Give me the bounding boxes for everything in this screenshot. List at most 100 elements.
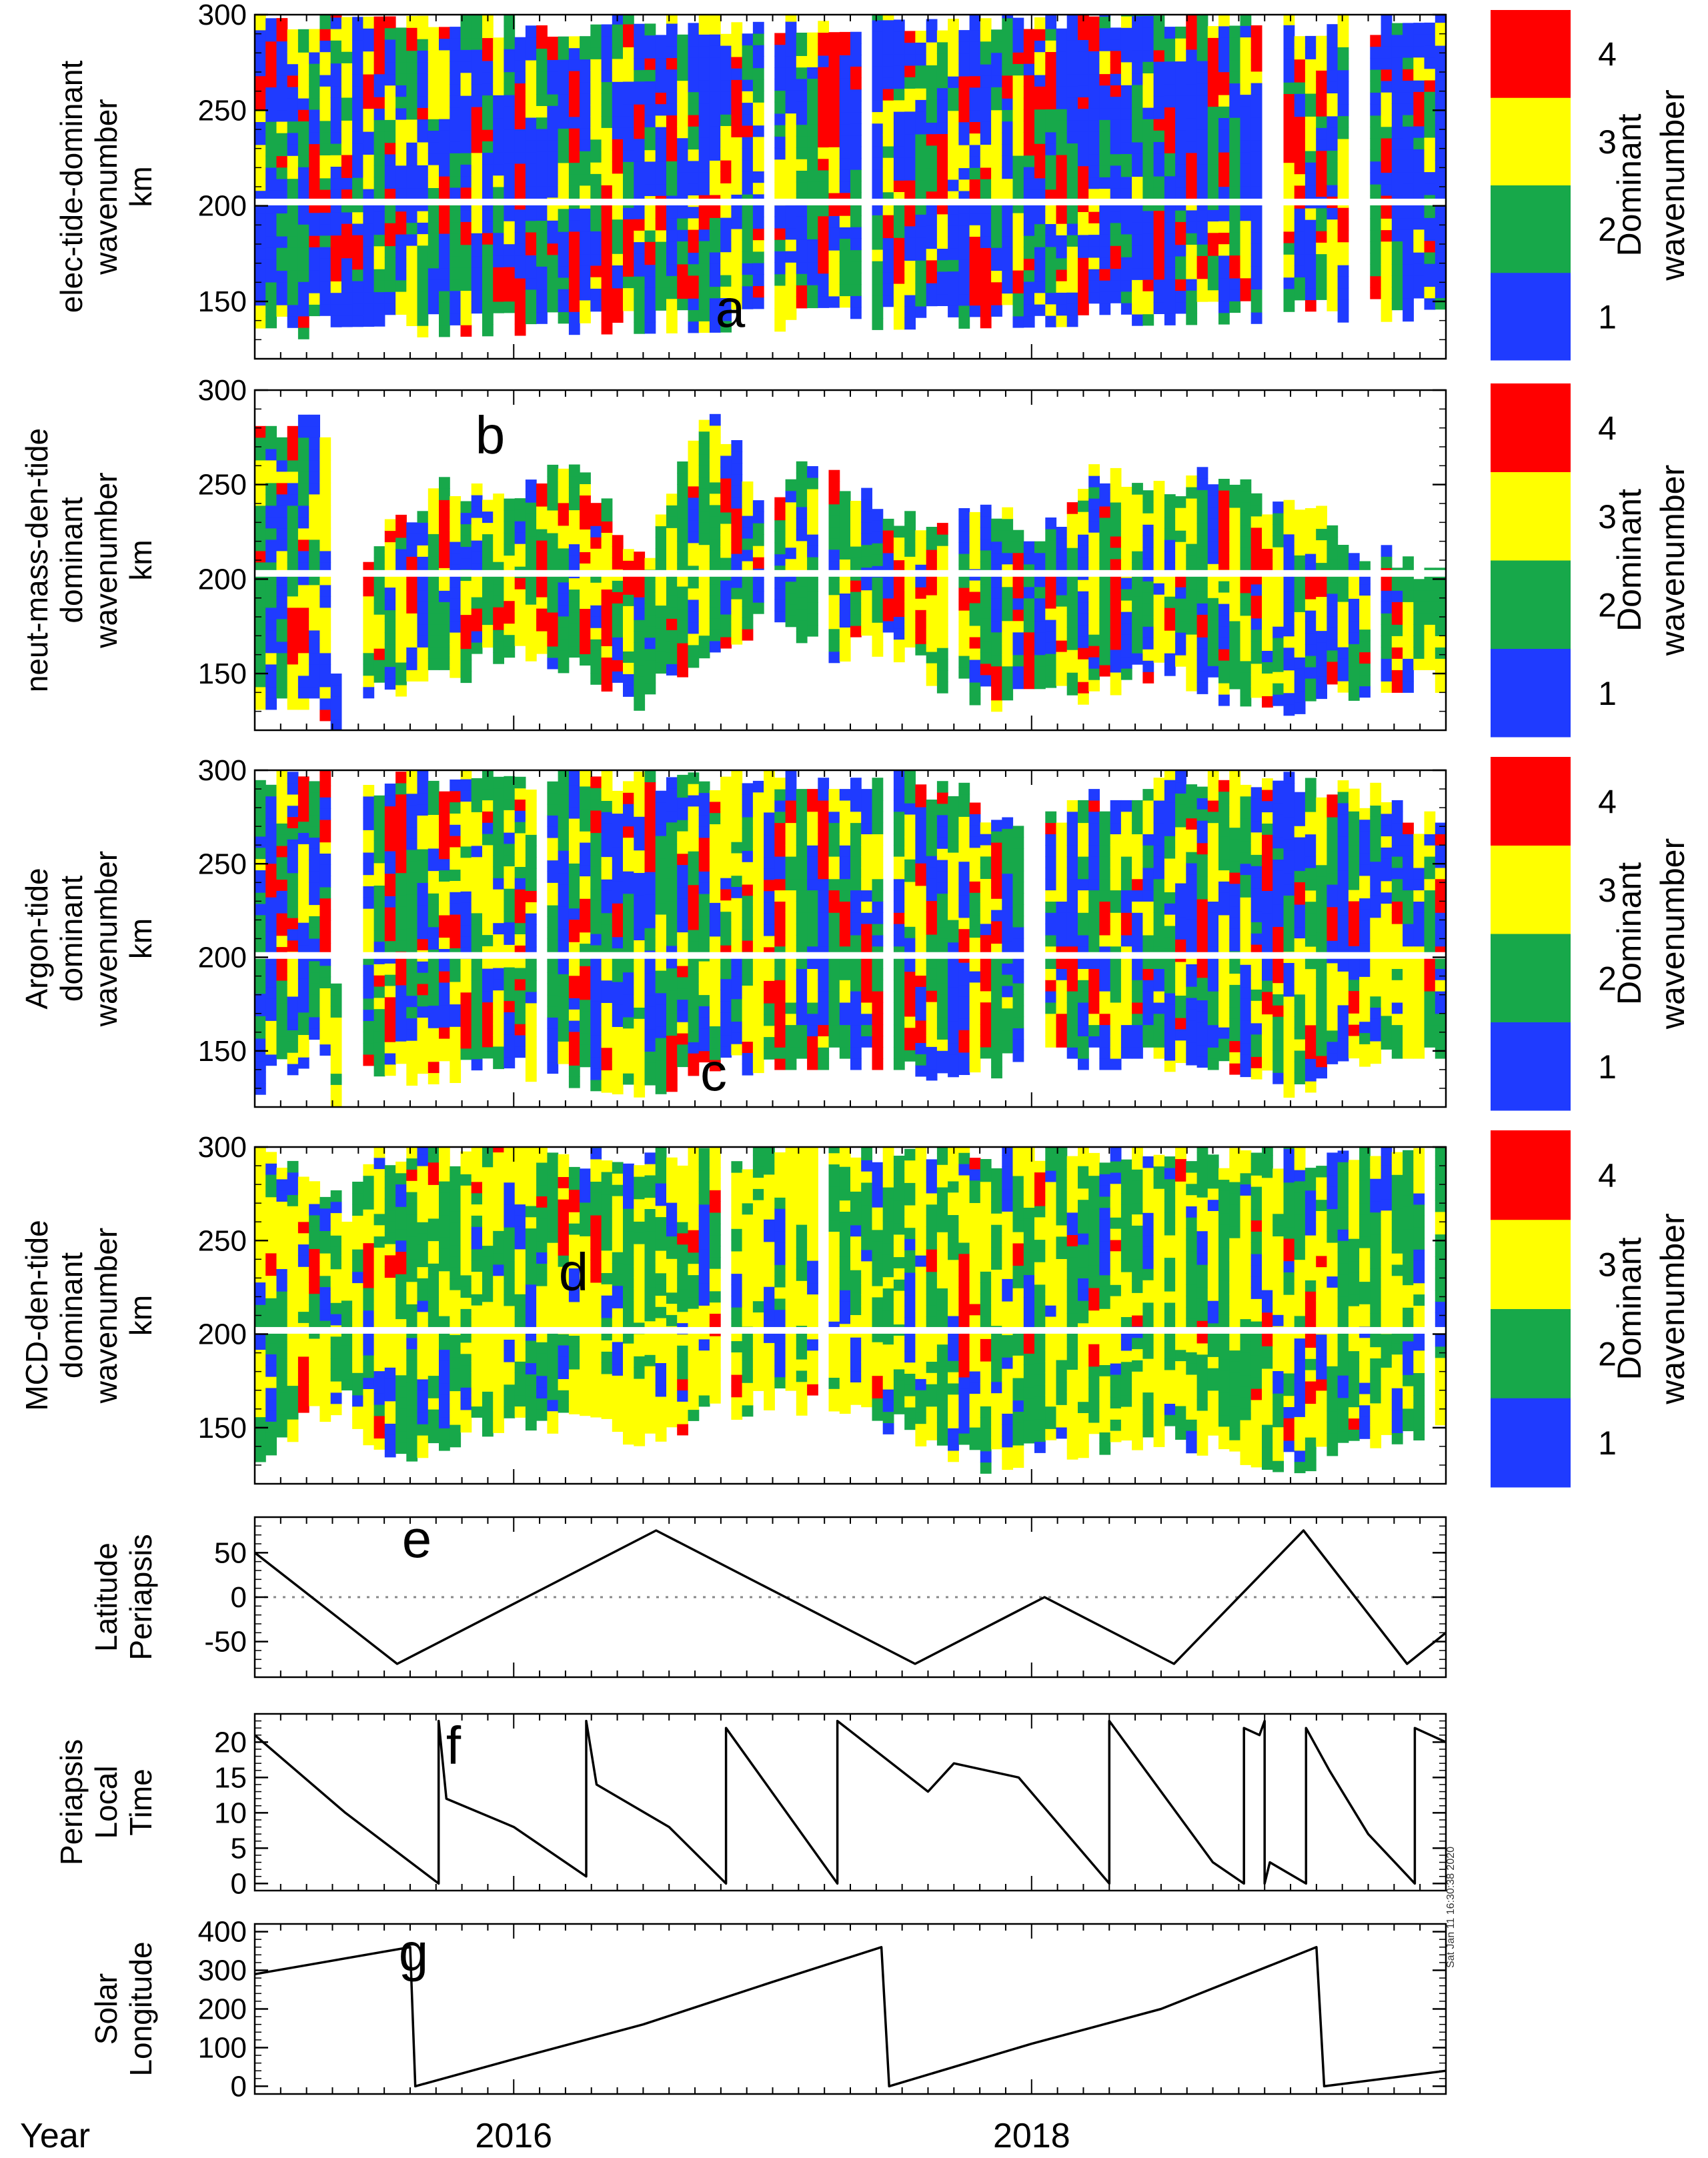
heatmap-cell [991,41,1002,53]
heatmap-cell [1012,132,1024,145]
heatmap-cell [958,293,970,306]
heatmap-cell [634,688,646,700]
heatmap-cell [568,498,580,511]
heatmap-cell [265,167,277,179]
heatmap-cell [1218,626,1230,638]
heatmap-cell [255,970,266,983]
heatmap-cell [580,162,591,175]
heatmap-cell [742,481,754,493]
heatmap-cell [1066,165,1078,178]
heatmap-cell [644,58,656,70]
heatmap-cell [395,684,407,697]
heatmap-cell [547,657,559,670]
heatmap-cell [709,114,721,127]
heatmap-cell [1240,71,1252,83]
heatmap-cell [1088,544,1100,556]
heatmap-cell [514,163,526,175]
heatmap-cell [319,40,331,53]
heatmap-cell [623,161,634,174]
heatmap-cell [1337,93,1349,105]
heatmap-cell [720,251,732,264]
heatmap-cell [297,934,309,946]
heatmap-cell [1012,247,1024,259]
heatmap-cell [926,584,938,596]
heatmap-cell [644,35,656,47]
heatmap-cell [255,791,266,803]
heatmap-cell [297,86,309,99]
heatmap-cell [276,75,288,87]
heatmap-cell [612,93,624,105]
heatmap-cell [720,148,732,161]
heatmap-cell [460,244,472,257]
heatmap-cell [1056,109,1068,121]
heatmap-cell [1218,186,1230,199]
heatmap-cell [1250,255,1262,267]
heatmap-cell [309,155,320,167]
heatmap-cell [1196,626,1208,638]
heatmap-cell [547,71,559,83]
heatmap-cell [1391,206,1403,219]
heatmap-cell [1153,291,1165,303]
heatmap-cell [1435,137,1447,149]
heatmap-cell [926,76,938,89]
heatmap-cell [893,605,905,618]
heatmap-cell [926,53,938,65]
heatmap-cell [319,493,331,506]
heatmap-cell [341,257,353,270]
heatmap-cell [309,258,320,271]
heatmap-cell [255,1083,266,1095]
heatmap-cell [1142,501,1154,513]
heatmap-cell [1132,302,1143,315]
heatmap-cell [969,305,981,317]
heatmap-cell [688,287,700,299]
heatmap-cell [1391,172,1403,184]
heatmap-cell [590,116,602,129]
heatmap-cell [818,101,830,113]
heatmap-cell [265,919,277,932]
heatmap-cell [882,169,894,181]
heatmap-cell [504,232,516,245]
heatmap-cell [1229,598,1241,610]
heatmap-cell [1381,309,1393,322]
heatmap-cell [752,217,764,229]
heatmap-cell [1305,253,1317,266]
heatmap-cell [406,849,418,862]
heatmap-cell [1381,681,1393,693]
heatmap-cell [1045,131,1057,144]
heatmap-cell [309,448,320,461]
heatmap-cell [731,56,743,69]
heatmap-cell [969,282,981,294]
heatmap-cell [839,548,851,560]
heatmap-cell [785,227,797,240]
heatmap-cell [395,234,407,246]
heatmap-cell [395,1018,407,1030]
heatmap-cell [297,482,309,495]
heatmap-cell [395,917,407,930]
heatmap-cell [742,102,754,115]
heatmap-cell [1294,265,1306,277]
heatmap-cell [536,506,548,518]
heatmap-cell [958,213,970,226]
heatmap-cell [850,580,862,592]
heatmap-cell [255,64,266,77]
heatmap-cell [568,36,580,49]
heatmap-cell [1207,620,1219,632]
heatmap-cell [1196,95,1208,107]
heatmap-cell [1283,265,1295,278]
heatmap-cell [818,227,830,239]
heatmap-cell [255,316,266,329]
heatmap-cell [1088,108,1100,121]
heatmap-cell [276,527,288,540]
heatmap-cell [395,605,407,618]
heatmap-cell [1088,188,1100,201]
heatmap-cell [882,203,894,215]
heatmap-cell [384,817,396,829]
heatmap-cell [709,15,721,23]
heatmap-cell [1034,552,1046,565]
heatmap-cell [1403,149,1414,161]
heatmap-cell [698,15,710,23]
heatmap-cell [1120,509,1132,521]
heatmap-cell [568,589,580,602]
heatmap-cell [493,221,504,233]
heatmap-cell [482,289,494,302]
